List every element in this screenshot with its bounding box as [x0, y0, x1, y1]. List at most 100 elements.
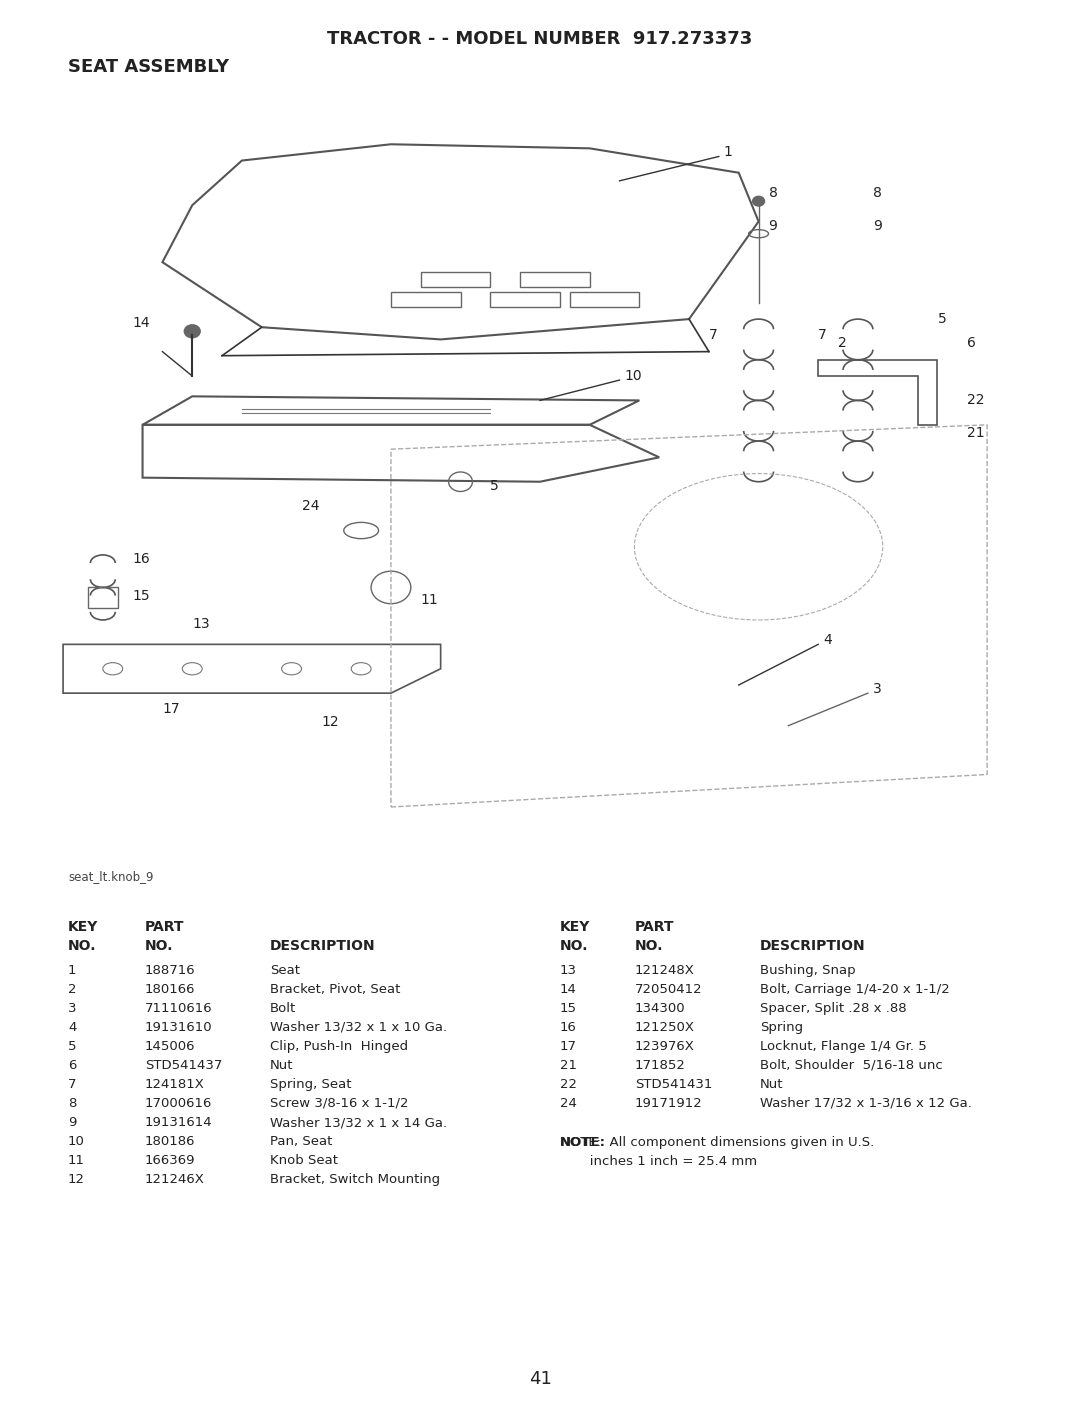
- Text: 2: 2: [68, 983, 77, 995]
- Text: 21: 21: [968, 426, 985, 440]
- Text: PART: PART: [635, 920, 675, 934]
- Text: 10: 10: [68, 1136, 85, 1148]
- Text: 15: 15: [561, 1002, 577, 1015]
- Text: 180186: 180186: [145, 1136, 195, 1148]
- Text: 5: 5: [490, 479, 499, 492]
- Text: 145006: 145006: [145, 1040, 195, 1053]
- Text: Locknut, Flange 1/4 Gr. 5: Locknut, Flange 1/4 Gr. 5: [760, 1040, 927, 1053]
- Text: 41: 41: [528, 1370, 552, 1388]
- Text: KEY: KEY: [68, 920, 98, 934]
- Text: 22: 22: [968, 394, 985, 408]
- Text: inches 1 inch = 25.4 mm: inches 1 inch = 25.4 mm: [561, 1155, 757, 1168]
- Bar: [391, 292, 460, 307]
- Text: 10: 10: [624, 369, 643, 383]
- Text: Seat: Seat: [270, 965, 300, 977]
- Circle shape: [753, 196, 765, 206]
- Text: Washer 13/32 x 1 x 10 Ga.: Washer 13/32 x 1 x 10 Ga.: [270, 1021, 447, 1035]
- Text: 19131610: 19131610: [145, 1021, 213, 1035]
- Text: NO.: NO.: [635, 939, 663, 953]
- Text: 17: 17: [561, 1040, 577, 1053]
- Text: 4: 4: [823, 634, 832, 648]
- Text: Pan, Seat: Pan, Seat: [270, 1136, 333, 1148]
- Text: 121250X: 121250X: [635, 1021, 696, 1035]
- Text: Spring: Spring: [760, 1021, 804, 1035]
- Text: 8: 8: [769, 186, 778, 200]
- Text: Knob Seat: Knob Seat: [270, 1154, 338, 1166]
- Text: seat_lt.knob_9: seat_lt.knob_9: [68, 871, 153, 883]
- Text: 9: 9: [769, 219, 778, 233]
- Text: NOTE:: NOTE:: [561, 1136, 606, 1150]
- Text: 16: 16: [133, 552, 150, 566]
- Text: Nut: Nut: [270, 1059, 294, 1073]
- Text: 16: 16: [561, 1021, 577, 1035]
- Text: 3: 3: [68, 1002, 77, 1015]
- Text: STD541437: STD541437: [145, 1059, 222, 1073]
- Text: 171852: 171852: [635, 1059, 686, 1073]
- Text: 6: 6: [68, 1059, 77, 1073]
- Text: 4: 4: [68, 1021, 77, 1035]
- Text: Washer 13/32 x 1 x 14 Ga.: Washer 13/32 x 1 x 14 Ga.: [270, 1116, 447, 1129]
- Text: 13: 13: [561, 965, 577, 977]
- Text: 7: 7: [708, 328, 718, 342]
- Bar: [421, 272, 490, 286]
- Text: 22: 22: [561, 1078, 577, 1091]
- Text: 9: 9: [68, 1116, 77, 1129]
- Text: NO.: NO.: [145, 939, 174, 953]
- Text: 5: 5: [937, 313, 946, 327]
- Text: 71110616: 71110616: [145, 1002, 213, 1015]
- Text: NO.: NO.: [561, 939, 589, 953]
- Text: 7: 7: [819, 328, 827, 342]
- Text: 1: 1: [68, 965, 77, 977]
- Text: 123976X: 123976X: [635, 1040, 694, 1053]
- Text: 17: 17: [162, 702, 180, 716]
- Text: 121246X: 121246X: [145, 1173, 205, 1186]
- Text: 3: 3: [873, 683, 881, 695]
- Text: 24: 24: [301, 499, 319, 513]
- Text: 12: 12: [68, 1173, 85, 1186]
- Text: DESCRIPTION: DESCRIPTION: [270, 939, 376, 953]
- Text: 134300: 134300: [635, 1002, 686, 1015]
- Circle shape: [185, 325, 200, 338]
- Text: NOTE:  All component dimensions given in U.S.: NOTE: All component dimensions given in …: [561, 1136, 874, 1150]
- Text: 8: 8: [68, 1096, 77, 1110]
- Text: 11: 11: [68, 1154, 85, 1166]
- Text: 166369: 166369: [145, 1154, 195, 1166]
- Text: STD541431: STD541431: [635, 1078, 713, 1091]
- Text: Nut: Nut: [760, 1078, 783, 1091]
- Text: DESCRIPTION: DESCRIPTION: [760, 939, 866, 953]
- Text: Screw 3/8-16 x 1-1/2: Screw 3/8-16 x 1-1/2: [270, 1096, 408, 1110]
- Text: 188716: 188716: [145, 965, 195, 977]
- Text: 1: 1: [724, 146, 732, 160]
- Text: Spacer, Split .28 x .88: Spacer, Split .28 x .88: [760, 1002, 906, 1015]
- Text: NO.: NO.: [68, 939, 96, 953]
- Text: 13: 13: [192, 617, 210, 631]
- Text: Washer 17/32 x 1-3/16 x 12 Ga.: Washer 17/32 x 1-3/16 x 12 Ga.: [760, 1096, 972, 1110]
- Text: TRACTOR - - MODEL NUMBER  917.273373: TRACTOR - - MODEL NUMBER 917.273373: [327, 29, 753, 48]
- Text: 24: 24: [561, 1096, 577, 1110]
- Text: 12: 12: [322, 715, 339, 729]
- Text: 14: 14: [133, 317, 150, 329]
- Text: 19171912: 19171912: [635, 1096, 703, 1110]
- Text: 5: 5: [68, 1040, 77, 1053]
- Text: Bushing, Snap: Bushing, Snap: [760, 965, 855, 977]
- Bar: [490, 292, 559, 307]
- Text: 6: 6: [968, 336, 976, 350]
- Text: Bracket, Pivot, Seat: Bracket, Pivot, Seat: [270, 983, 401, 995]
- Text: 14: 14: [561, 983, 577, 995]
- Text: 9: 9: [873, 219, 881, 233]
- Bar: [570, 292, 639, 307]
- Text: 21: 21: [561, 1059, 577, 1073]
- Text: KEY: KEY: [561, 920, 591, 934]
- Text: 121248X: 121248X: [635, 965, 694, 977]
- Text: Bolt, Carriage 1/4-20 x 1-1/2: Bolt, Carriage 1/4-20 x 1-1/2: [760, 983, 949, 995]
- Text: 15: 15: [133, 589, 150, 603]
- Text: Bracket, Switch Mounting: Bracket, Switch Mounting: [270, 1173, 441, 1186]
- Text: 2: 2: [838, 336, 847, 350]
- Bar: [521, 272, 590, 286]
- Text: 7: 7: [68, 1078, 77, 1091]
- Text: 124181X: 124181X: [145, 1078, 205, 1091]
- Text: 72050412: 72050412: [635, 983, 703, 995]
- Bar: [87, 587, 118, 608]
- Text: Clip, Push-In  Hinged: Clip, Push-In Hinged: [270, 1040, 408, 1053]
- Text: 17000616: 17000616: [145, 1096, 213, 1110]
